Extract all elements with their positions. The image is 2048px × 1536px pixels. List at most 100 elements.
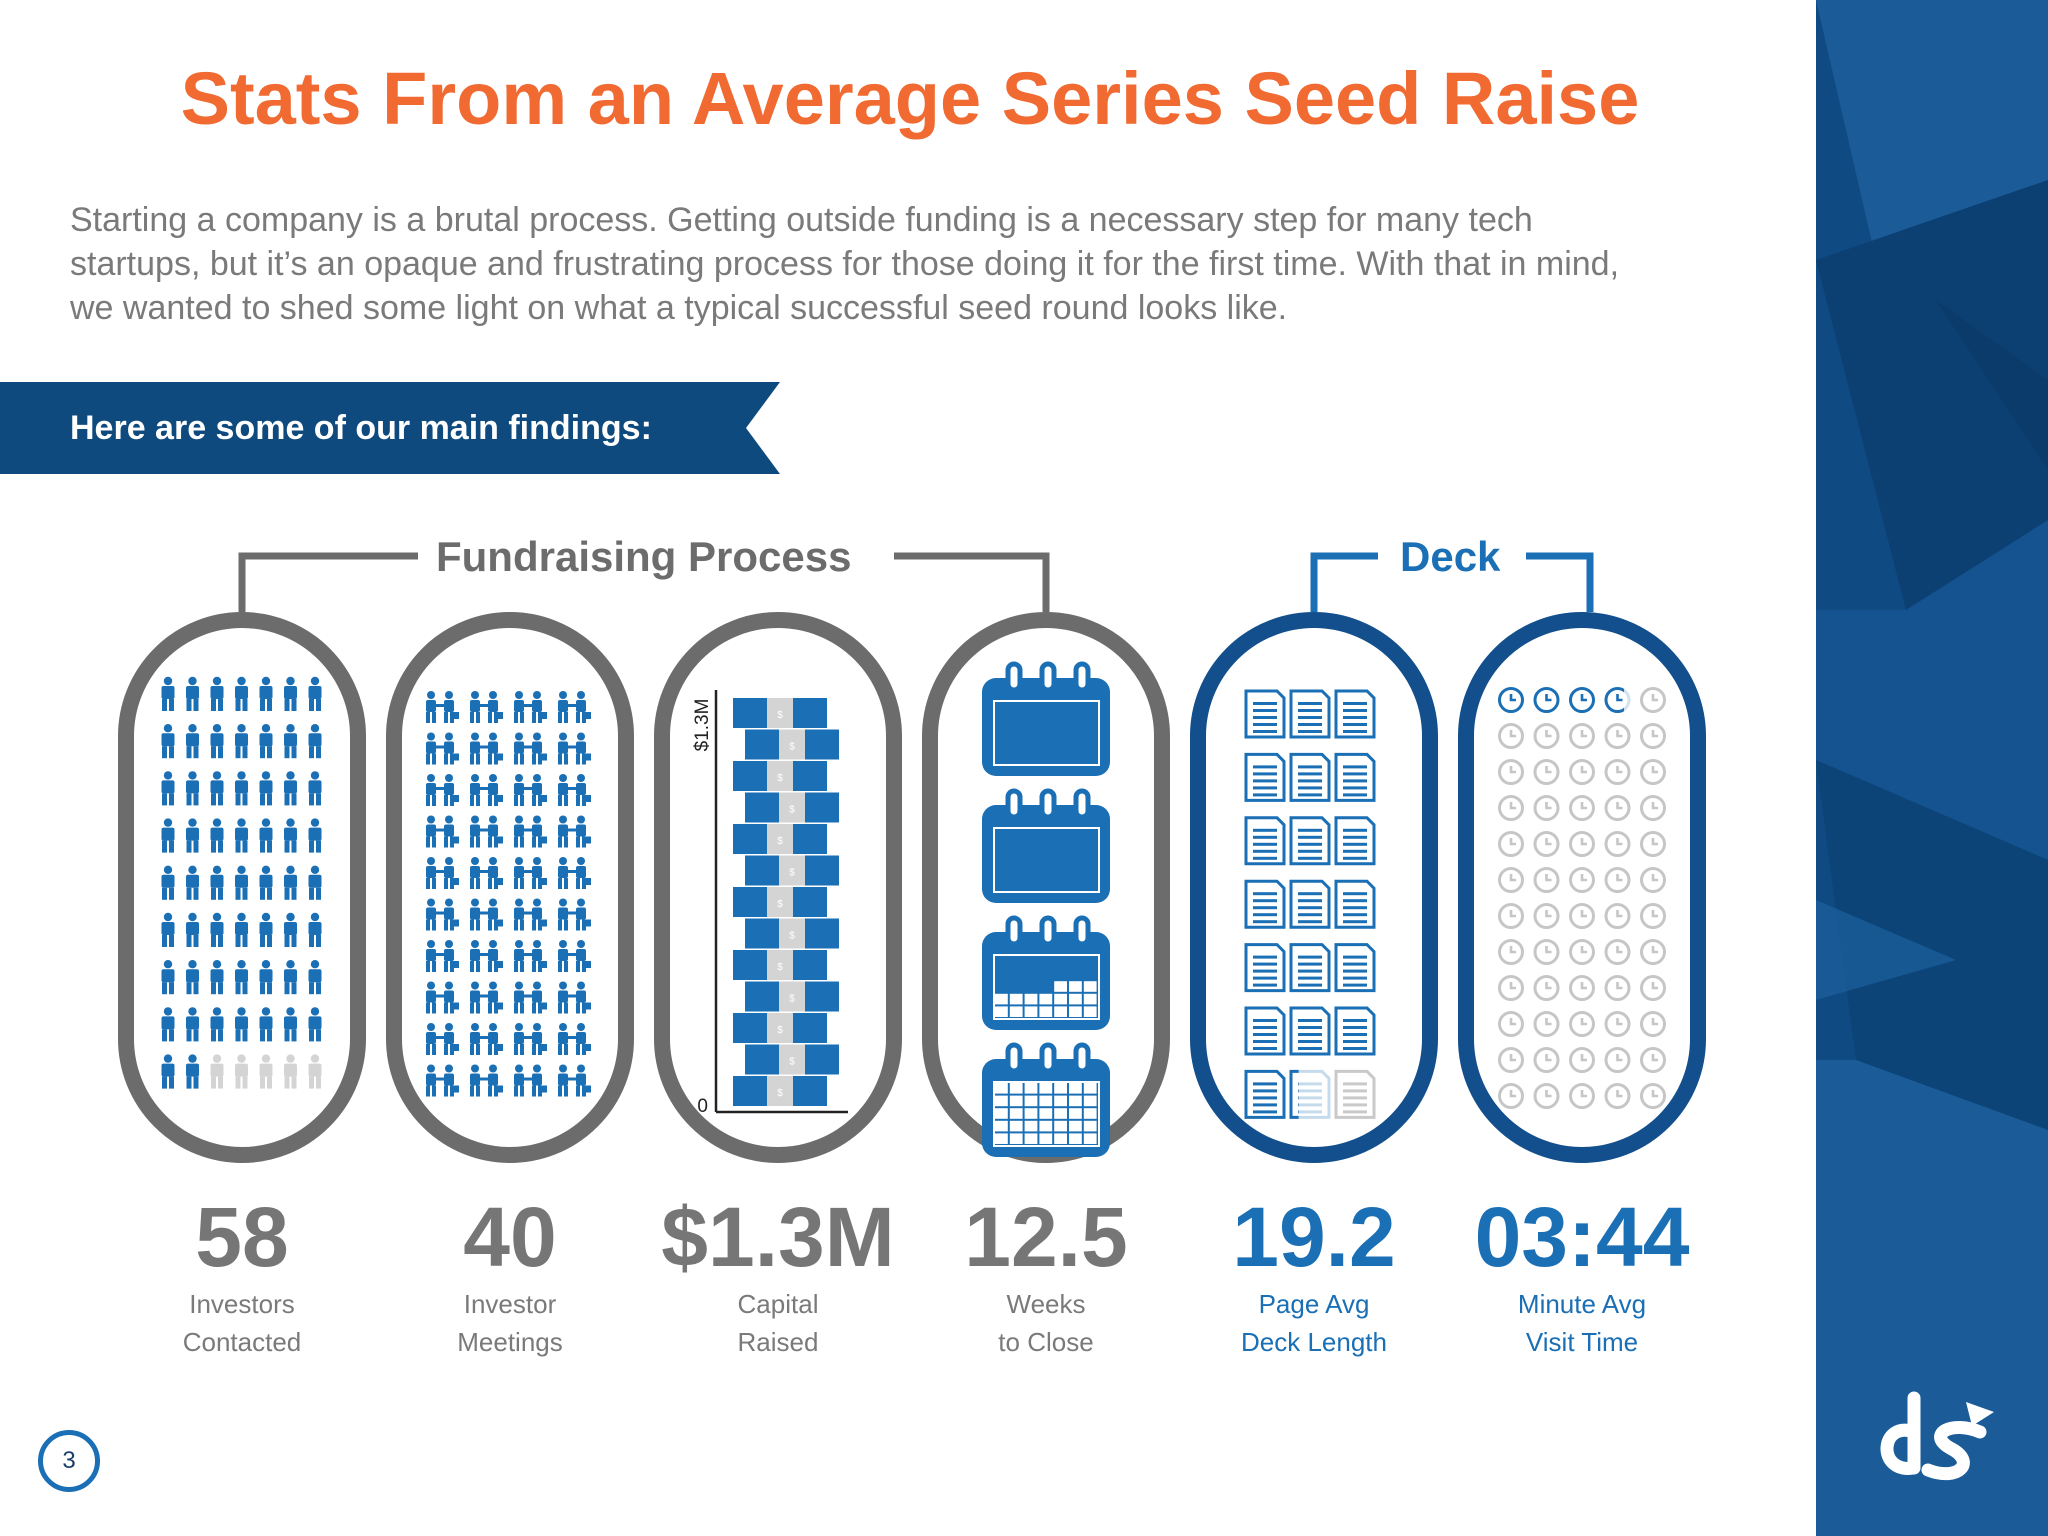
- calendar-cell: [1024, 968, 1038, 980]
- intro-line: Starting a company is a brutal process. …: [70, 201, 1533, 239]
- calendar-ring: [1039, 1042, 1057, 1074]
- stat-value: $1.3M: [661, 1190, 895, 1284]
- clock-icon: [1569, 939, 1595, 965]
- stat-label: Investor: [463, 1289, 557, 1319]
- calendar-cell: [1054, 854, 1067, 865]
- deck-bracket: [1310, 552, 1594, 612]
- stat-investors-contacted: 58 Investors Contacted: [107, 1192, 377, 1358]
- calendar-cell: [995, 854, 1008, 865]
- clock-icon: [1640, 903, 1666, 929]
- calendar-cell: [1009, 1095, 1023, 1107]
- document-page-icon: [1244, 752, 1286, 802]
- calendar-cell: [995, 841, 1008, 853]
- coin-stack-icon: [779, 918, 805, 949]
- calendar-cell: [1024, 1006, 1038, 1017]
- clock-icon: [1569, 795, 1595, 821]
- page-number-badge: 3: [38, 1430, 100, 1492]
- calendar-cell: [1039, 956, 1053, 967]
- document-page-icon: [1334, 1006, 1376, 1056]
- clock-icon: [1533, 687, 1560, 713]
- coin-stack-icon: [805, 792, 839, 823]
- document-page-icon: [1244, 816, 1286, 866]
- sidebar-decoration: [1816, 0, 2048, 1536]
- calendar-cell: [1039, 829, 1053, 840]
- coin-symbol: $: [777, 710, 783, 721]
- calendar-cell: [1054, 714, 1067, 726]
- calendar-cell: [1039, 866, 1053, 878]
- stat-label: Capital: [737, 1289, 819, 1319]
- calendar-grid-border: [993, 700, 1100, 766]
- calendar-cell: [1024, 1133, 1038, 1144]
- clock-icon: [1604, 723, 1631, 749]
- clock-icon: [1604, 1011, 1631, 1037]
- calendar-cell: [1054, 993, 1067, 1005]
- calendar-cell: [1083, 1006, 1097, 1017]
- calendar-cell: [1069, 1133, 1082, 1144]
- coin-stack-icon: [745, 1044, 779, 1075]
- calendar-cell: [995, 968, 1008, 980]
- calendar-cell: [1083, 866, 1097, 878]
- coin-stack-icon: [767, 1076, 793, 1106]
- calendar-cell: [1054, 739, 1067, 751]
- calendar-cell: [1083, 829, 1097, 840]
- calendar-cell: [1069, 739, 1082, 751]
- calendar-cell: [1039, 854, 1053, 865]
- calendar-cell: [1069, 993, 1082, 1005]
- stat-value: 40: [463, 1190, 557, 1284]
- group-title-fundraising: Fundraising Process: [436, 533, 852, 580]
- clock-icon: [1533, 903, 1560, 929]
- calendar-cell: [1039, 879, 1053, 890]
- calendar-cell: [1054, 1006, 1067, 1017]
- calendar-cell: [1024, 829, 1038, 840]
- calendar-cell: [1009, 1108, 1023, 1119]
- document-page-remaining: [1298, 1069, 1332, 1120]
- coin-stack-icon: [793, 887, 827, 917]
- clock-icon: [1498, 795, 1524, 821]
- calendar-cell: [1054, 829, 1067, 840]
- calendar-ring: [1073, 1042, 1091, 1074]
- calendar-cell: [1009, 854, 1023, 865]
- calendar-cell: [1024, 702, 1038, 713]
- calendar-cell: [995, 1120, 1008, 1132]
- clock-icon: [1498, 1011, 1524, 1037]
- document-page-icon: [1244, 689, 1286, 739]
- calendar-grid-border: [993, 1081, 1100, 1147]
- calendar-cell: [1024, 1095, 1038, 1107]
- coin-stack-icon: [767, 824, 793, 854]
- clock-icon: [1533, 1047, 1560, 1073]
- document-page-icon: [1334, 689, 1376, 739]
- clock-icon: [1498, 1047, 1524, 1073]
- coin-stack-icon: [733, 761, 767, 791]
- group-title-deck: Deck: [1400, 533, 1501, 580]
- stat-weeks-to-close: 12.5 Weeks to Close: [911, 1192, 1181, 1358]
- stat-visit-time: 03:44 Minute Avg Visit Time: [1447, 1192, 1717, 1358]
- calendar-cell: [1009, 879, 1023, 890]
- capital-axis-zero-label: 0: [697, 1096, 708, 1117]
- calendar-cell: [995, 993, 1008, 1005]
- clock-icon: [1533, 723, 1560, 749]
- calendar-cell: [1083, 841, 1097, 853]
- calendar-cell: [995, 727, 1008, 738]
- calendar-cell: [1024, 956, 1038, 967]
- calendar-cell: [1009, 866, 1023, 878]
- coin-symbol: $: [777, 773, 783, 784]
- clock-icon: [1498, 867, 1524, 893]
- calendar-cell: [1039, 1083, 1053, 1094]
- clock-icon: [1533, 975, 1560, 1001]
- calendar-cell: [1009, 841, 1023, 853]
- calendar-cell: [1069, 1006, 1082, 1017]
- stat-label: Meetings: [457, 1327, 563, 1357]
- document-page-icon: [1244, 879, 1286, 929]
- calendar-cell: [1039, 1108, 1053, 1119]
- calendar-cell: [1009, 727, 1023, 738]
- calendar-cell: [1069, 866, 1082, 878]
- document-page-icon: [1289, 879, 1331, 929]
- calendar-cell: [1083, 993, 1097, 1005]
- intro-line: startups, but it’s an opaque and frustra…: [70, 245, 1620, 283]
- findings-banner-label: Here are some of our main findings:: [70, 409, 652, 447]
- calendar-cell: [995, 714, 1008, 726]
- calendar-ring: [1039, 788, 1057, 820]
- calendar-cell: [1024, 879, 1038, 890]
- stat-label: Minute Avg: [1517, 1289, 1647, 1319]
- coin-stack-icon: [779, 729, 805, 760]
